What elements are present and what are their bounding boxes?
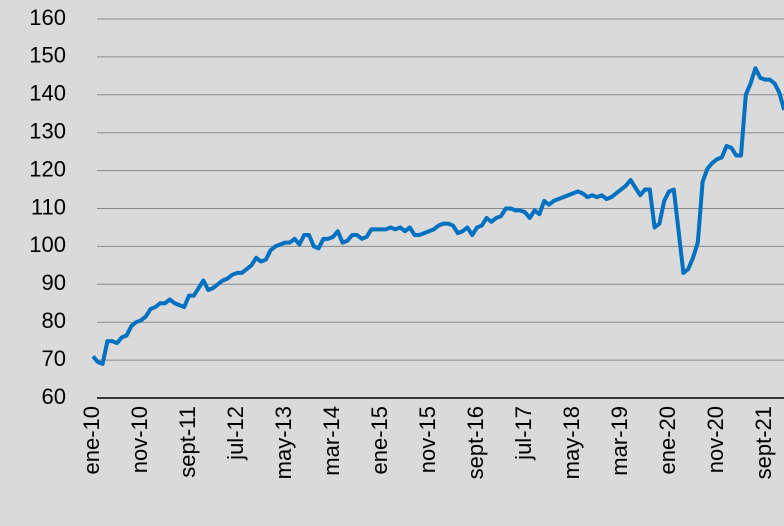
x-tick-label: mar-14 (319, 406, 344, 476)
x-tick-label: sept-21 (751, 406, 776, 479)
y-tick-label: 70 (42, 346, 66, 371)
x-tick-label: nov-10 (127, 406, 152, 473)
y-tick-label: 80 (42, 308, 66, 333)
y-tick-label: 150 (29, 43, 66, 68)
x-tick-label: jul-12 (223, 406, 248, 461)
x-tick-label: sept-11 (175, 406, 200, 478)
y-tick-label: 90 (42, 270, 66, 295)
y-tick-label: 110 (31, 194, 66, 219)
x-tick-label: ene-15 (367, 406, 392, 475)
data-line (91, 66, 784, 366)
x-tick-label: mar-19 (607, 406, 632, 476)
y-tick-label: 100 (29, 232, 66, 257)
x-tick-label: nov-15 (415, 406, 440, 473)
x-tick-label: nov-20 (703, 406, 728, 473)
x-tick-label: ene-20 (655, 406, 680, 475)
x-tick-label: may-18 (559, 406, 584, 479)
y-tick-label: 120 (29, 156, 66, 181)
x-tick-label: may-13 (271, 406, 296, 479)
x-tick-label: sept-16 (463, 406, 488, 479)
y-tick-label: 160 (29, 5, 66, 30)
y-tick-label: 130 (29, 119, 66, 144)
x-tick-label: ene-10 (79, 406, 104, 475)
y-tick-label: 60 (42, 384, 66, 409)
y-tick-label: 140 (29, 81, 66, 106)
x-tick-label: jul-17 (511, 406, 536, 461)
